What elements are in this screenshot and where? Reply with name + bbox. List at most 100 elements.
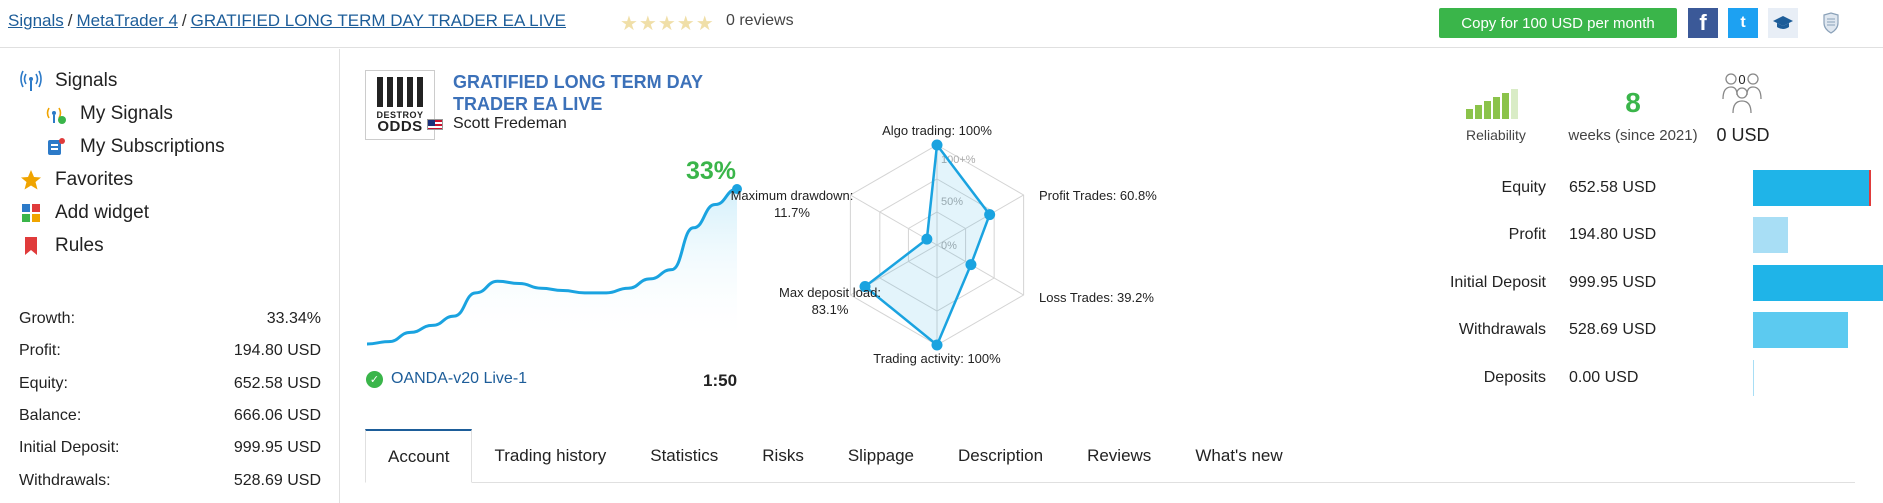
tab-slippage[interactable]: Slippage	[847, 446, 915, 465]
withdrawals-value: 528.69 USD	[1569, 321, 1657, 338]
breadcrumb-signal-name[interactable]: GRATIFIED LONG TERM DAY TRADER EA LIVE	[190, 11, 567, 30]
tab-whats-new[interactable]: What's new	[1195, 446, 1283, 465]
tab-bar: Account Trading history Statistics Risks…	[365, 429, 1855, 483]
rating-stars[interactable]: ★★★★★	[620, 13, 715, 35]
deposits-bar	[1753, 360, 1755, 396]
stat-value: 528.69 USD	[233, 472, 321, 489]
initial-deposit-bar	[1753, 265, 1883, 301]
sidebar-item-my-signals[interactable]: My Signals	[44, 102, 173, 126]
withdrawals-label: Withdrawals	[1458, 321, 1546, 338]
tab-risks[interactable]: Risks	[762, 446, 804, 465]
sidebar-item-favorites[interactable]: Favorites	[19, 168, 133, 192]
facebook-icon[interactable]: f	[1688, 8, 1718, 38]
profit-label: Profit	[1508, 226, 1546, 243]
subscriptions-icon	[44, 135, 68, 159]
reliability-label: Reliability	[1466, 127, 1526, 143]
reliability-bar	[1484, 101, 1491, 119]
stat-value: 652.58 USD	[233, 375, 321, 392]
breadcrumb-separator: /	[181, 11, 187, 30]
radar-axis-label: Trading activity: 100%	[873, 351, 1001, 366]
initial-deposit-label: Initial Deposit	[1449, 274, 1546, 291]
tab-reviews[interactable]: Reviews	[1087, 446, 1152, 465]
withdrawals-bar	[1753, 312, 1849, 348]
broker-link[interactable]: ✓ OANDA-v20 Live-1	[366, 370, 527, 388]
main-content: DESTROY ODDS GRATIFIED LONG TERM DAY TRA…	[341, 49, 1883, 503]
author-name[interactable]: Scott Fredeman	[453, 115, 567, 132]
stat-label: Withdrawals:	[19, 472, 111, 489]
breadcrumb-metatrader4[interactable]: MetaTrader 4	[76, 11, 178, 30]
twitter-icon[interactable]: t	[1728, 8, 1758, 38]
tab-trading-history[interactable]: Trading history	[494, 446, 607, 465]
profit-row: Profit 194.80 USD	[1403, 217, 1883, 253]
growth-chart[interactable]	[365, 179, 745, 359]
radar-axis-label: Maximum drawdown:	[731, 188, 854, 203]
stat-label: Initial Deposit:	[19, 439, 120, 456]
radar-point	[921, 233, 933, 245]
signal-title[interactable]: GRATIFIED LONG TERM DAY TRADER EA LIVE	[453, 72, 703, 114]
sidebar-item-signals[interactable]: Signals	[19, 69, 117, 93]
cube-icon	[377, 76, 423, 107]
signal-logo[interactable]: DESTROY ODDS	[365, 70, 435, 140]
radar-point	[859, 281, 871, 293]
sidebar-item-label: Add widget	[55, 202, 150, 223]
radar-ring-label: 0%	[941, 240, 957, 252]
graduation-cap-icon[interactable]	[1768, 8, 1798, 38]
stat-growth: Growth: 33.34%	[19, 310, 321, 328]
profit-value: 194.80 USD	[1569, 226, 1657, 243]
growth-endpoint	[732, 184, 742, 194]
radar-point	[931, 339, 943, 351]
deposits-label: Deposits	[1483, 369, 1546, 386]
leverage: 1:50	[703, 371, 738, 390]
equity-label: Equity	[1501, 179, 1546, 196]
sidebar-item-add-widget[interactable]: Add widget	[19, 201, 149, 225]
initial-deposit-value: 999.95 USD	[1569, 274, 1657, 291]
subscribers-icon: 0	[1717, 67, 1767, 117]
copy-signal-button[interactable]: Copy for 100 USD per month	[1439, 8, 1677, 38]
stat-value: 999.95 USD	[233, 439, 321, 456]
subscribers-count: 0	[1738, 72, 1745, 87]
stat-profit: Profit: 194.80 USD	[19, 342, 321, 360]
radar-spoke	[936, 194, 1024, 246]
shield-icon[interactable]	[1816, 8, 1846, 38]
equity-row: Equity 652.58 USD	[1403, 170, 1883, 206]
reviews-count: 0 reviews	[726, 12, 794, 29]
sidebar-item-label: My Subscriptions	[80, 136, 225, 157]
stat-label: Profit:	[19, 342, 61, 359]
stat-balance: Balance: 666.06 USD	[19, 407, 321, 425]
radar-spoke	[936, 244, 1024, 296]
growth-percentage: 33%	[686, 157, 737, 185]
sidebar-item-label: Signals	[55, 70, 118, 91]
radar-ring-label: 50%	[941, 196, 963, 208]
radar-axis-value: 11.7%	[774, 205, 810, 220]
weeks-label: weeks (since 2021)	[1568, 127, 1698, 144]
deposits-value: 0.00 USD	[1569, 369, 1639, 386]
profit-bar	[1753, 217, 1789, 253]
widget-icon	[19, 201, 43, 225]
tab-description[interactable]: Description	[958, 446, 1044, 465]
sidebar: Signals My Signals My Subscriptions Favo…	[0, 49, 340, 503]
sidebar-item-my-subscriptions[interactable]: My Subscriptions	[44, 135, 225, 159]
stat-label: Balance:	[19, 407, 82, 424]
radar-axis-value: 83.1%	[812, 302, 849, 317]
flag-icon	[427, 119, 443, 130]
sidebar-item-label: Favorites	[55, 169, 134, 190]
reliability-bar	[1502, 93, 1509, 119]
tab-statistics[interactable]: Statistics	[650, 446, 719, 465]
verified-check-icon: ✓	[366, 370, 383, 388]
tab-account[interactable]: Account	[365, 429, 473, 483]
logo-text-bottom: ODDS	[377, 117, 423, 135]
subscribers-usd: 0 USD	[1716, 125, 1770, 145]
sidebar-item-rules[interactable]: Rules	[19, 234, 104, 258]
stat-label: Equity:	[19, 375, 68, 392]
radar-area	[863, 141, 992, 348]
sidebar-item-label: My Signals	[80, 103, 173, 124]
equity-bar	[1753, 170, 1871, 206]
deposits-row: Deposits 0.00 USD	[1403, 360, 1883, 396]
radar-point	[931, 139, 943, 151]
breadcrumb: Signals / MetaTrader 4/GRATIFIED LONG TERM…	[8, 11, 566, 31]
growth-area	[367, 189, 737, 344]
initial-deposit-row: Initial Deposit 999.95 USD	[1403, 265, 1883, 301]
breadcrumb-signals[interactable]: Signals	[8, 11, 64, 30]
radar-axis-label: Max deposit load:	[779, 285, 881, 300]
star-icon	[19, 168, 43, 192]
